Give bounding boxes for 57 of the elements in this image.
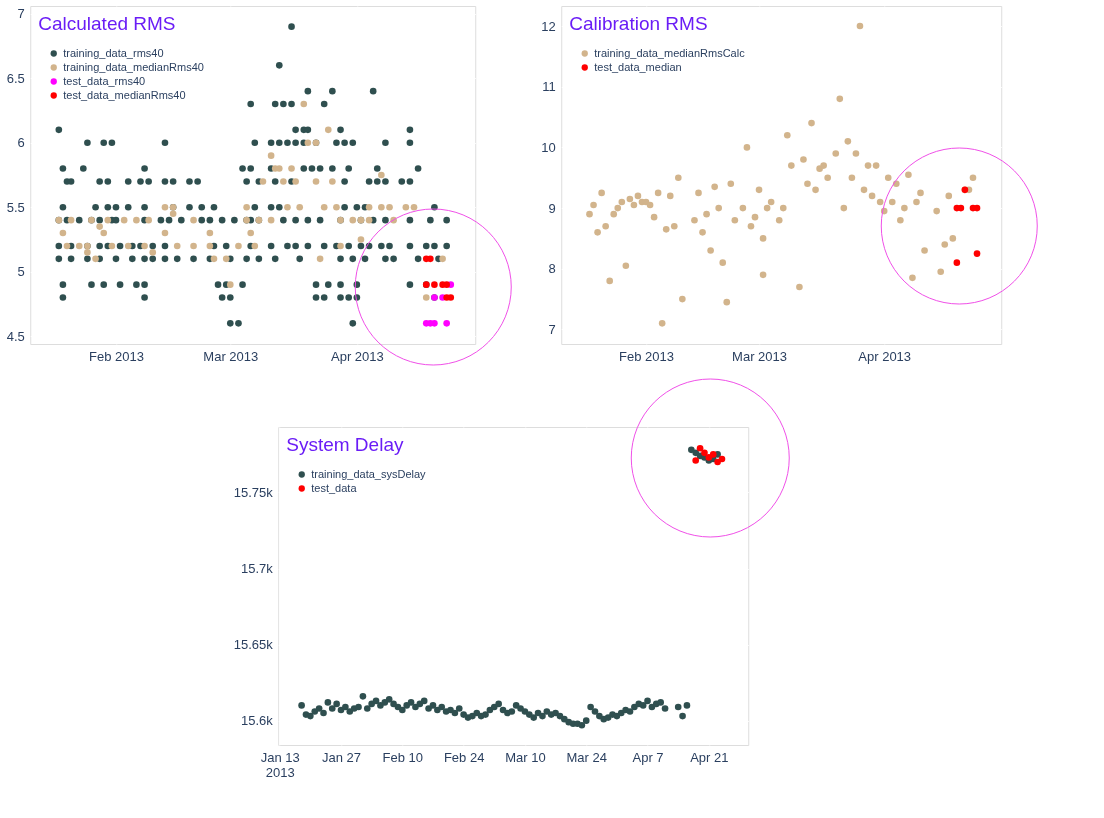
y-tick-label: 15.75k (233, 484, 274, 500)
x-tick-label: Feb 10 (382, 749, 424, 765)
x-tick-label: Apr 2013 (330, 348, 384, 364)
y-tick-label: 11 (542, 79, 556, 95)
y-tick-label: 15.6k (240, 713, 274, 729)
legend-label: test_data_median (594, 60, 682, 73)
point (443, 281, 450, 288)
point (973, 250, 981, 257)
y-tick-label: 5.5 (6, 199, 25, 215)
x-tick-label: Jan 27 (321, 749, 362, 765)
legend-label: test_data_medianRms40 (63, 88, 186, 101)
x-tick-label: Mar 2013 (203, 348, 259, 364)
y-tick-label: 6.5 (6, 70, 25, 86)
y-tick-label: 7 (548, 321, 556, 337)
legend-label: training_data_rms40 (63, 46, 164, 59)
legend-label: training_data_sysDelay (311, 467, 427, 480)
point (957, 204, 965, 212)
y-tick-label: 12 (541, 18, 556, 34)
point (718, 455, 726, 463)
point (431, 281, 438, 288)
legend-label: test_data (311, 481, 358, 494)
point (701, 449, 708, 457)
point (443, 320, 450, 327)
y-tick-label: 7 (17, 6, 25, 22)
chart-title: Calculated RMS (38, 13, 176, 34)
y-tick-label: 10 (541, 139, 556, 155)
x-tick-label: Jan 13 2013 (260, 749, 300, 780)
chart-title: Calibration RMS (569, 13, 708, 34)
x-tick-label: Apr 21 (690, 749, 729, 765)
y-tick-label: 15.7k (240, 561, 274, 576)
y-tick-label: 15.65k (233, 637, 274, 653)
x-tick-label: Apr 7 (632, 749, 664, 765)
legend-label: test_data_rms40 (63, 74, 146, 87)
y-tick-label: 8 (548, 261, 556, 277)
legend-label: training_data_medianRmsCalc (594, 46, 746, 59)
x-tick-label: Feb 2013 (619, 348, 674, 364)
point (431, 320, 438, 327)
point (696, 444, 704, 452)
y-tick-label: 9 (548, 200, 556, 216)
x-tick-label: Mar 2013 (732, 348, 788, 364)
point (692, 457, 700, 464)
y-tick-label: 5 (17, 264, 25, 280)
legend-label: training_data_medianRms40 (63, 60, 204, 73)
x-tick-label: Mar 24 (566, 749, 607, 765)
x-tick-label: Feb 24 (443, 749, 485, 765)
point (714, 458, 721, 466)
y-tick-label: 6 (17, 135, 25, 151)
point (953, 259, 961, 266)
y-tick-label: 4.5 (6, 328, 25, 344)
point (447, 294, 455, 301)
point (709, 451, 717, 458)
x-tick-label: Feb 2013 (89, 348, 144, 364)
point (427, 255, 434, 263)
x-tick-label: Mar 10 (505, 749, 546, 765)
chart-title: System Delay (286, 434, 404, 455)
point (973, 204, 981, 212)
x-tick-label: Apr 2013 (858, 348, 912, 364)
